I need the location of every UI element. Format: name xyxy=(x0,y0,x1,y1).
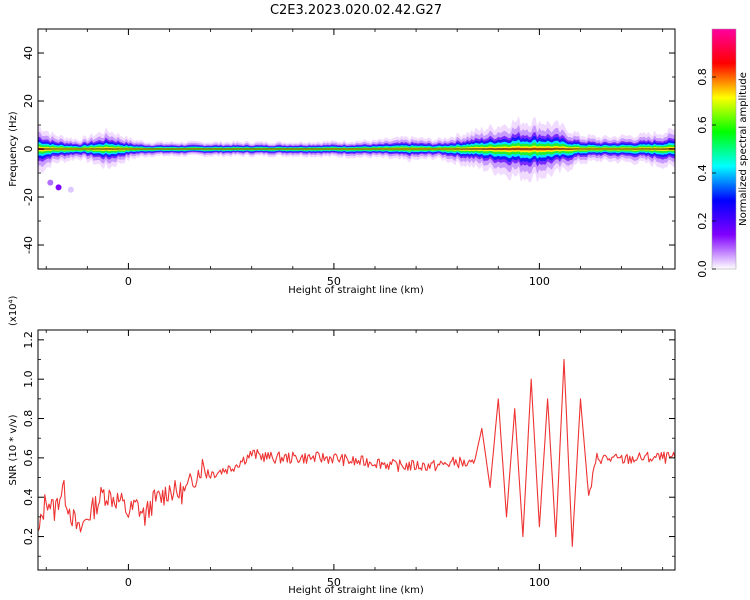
colorbar-tick-label: 0.0 xyxy=(696,260,709,278)
y-tick-label: 1.0 xyxy=(22,370,35,388)
y-tick-label: 0 xyxy=(22,146,35,153)
x-tick-label: 50 xyxy=(327,275,341,288)
x-tick-label: 0 xyxy=(125,275,132,288)
y-tick-label: 0.4 xyxy=(22,488,35,506)
spectral-spread-cloud xyxy=(38,116,675,183)
colorbar-ticks: 0.0 0.2 0.4 0.6 0.8 xyxy=(696,68,716,278)
snr-y-scale-label: (x10⁴) xyxy=(8,295,19,326)
outlier-point xyxy=(67,186,74,193)
spectrogram-y-ticks: 40 20 0 -20 -40 xyxy=(22,28,675,270)
snr-series-line xyxy=(37,358,676,547)
spectrogram-y-axis-label: Frequency (Hz) xyxy=(8,111,19,187)
colorbar-gradient xyxy=(712,29,736,269)
colorbar-frame xyxy=(711,28,737,270)
y-tick-label: 20 xyxy=(22,94,35,108)
snr-y-axis-label: SNR (10 * v/v) xyxy=(8,414,19,485)
y-tick-label: 1.2 xyxy=(22,331,35,349)
snr-panel: 0 50 100 0.2 0.4 0.6 0.8 1.0 1.2 Height of stra… xyxy=(8,295,676,596)
y-tick-label: 0.2 xyxy=(22,528,35,546)
colorbar: 0.0 0.2 0.4 0.6 0.8 Normalized spectral ampl… xyxy=(696,28,749,278)
x-tick-label: 0 xyxy=(125,576,132,589)
colorbar-tick-label: 0.4 xyxy=(696,164,709,182)
snr-y-ticks: 0.2 0.4 0.6 0.8 1.0 1.2 xyxy=(22,331,675,557)
outlier-point xyxy=(55,184,62,191)
x-tick-label: 100 xyxy=(529,576,550,589)
chart-title: C2E3.2023.020.02.42.G27 xyxy=(270,3,442,18)
colorbar-tick-label: 0.6 xyxy=(696,116,709,134)
spectral-outlier-points xyxy=(47,179,74,193)
colorbar-tick-label: 0.8 xyxy=(696,68,709,86)
outlier-point xyxy=(47,179,54,186)
y-tick-label: -40 xyxy=(22,236,35,254)
x-tick-label: 100 xyxy=(529,275,550,288)
y-tick-label: 0.8 xyxy=(22,410,35,428)
spectrogram-frame xyxy=(37,28,676,270)
y-tick-label: 40 xyxy=(22,46,35,60)
y-tick-label: 0.6 xyxy=(22,449,35,467)
y-tick-label: -20 xyxy=(22,188,35,206)
x-tick-label: 50 xyxy=(327,576,341,589)
spectrogram-x-axis-label: Height of straight line (km) xyxy=(288,285,424,296)
snr-background xyxy=(38,330,675,570)
colorbar-tick-label: 0.2 xyxy=(696,212,709,230)
snr-x-axis-label: Height of straight line (km) xyxy=(288,585,424,596)
colorbar-label: Normalized spectral amplitude xyxy=(738,72,749,226)
spectrogram-panel: 0 50 100 40 20 0 -20 -40 Height of straight li… xyxy=(8,28,676,296)
snr-frame xyxy=(37,329,676,571)
